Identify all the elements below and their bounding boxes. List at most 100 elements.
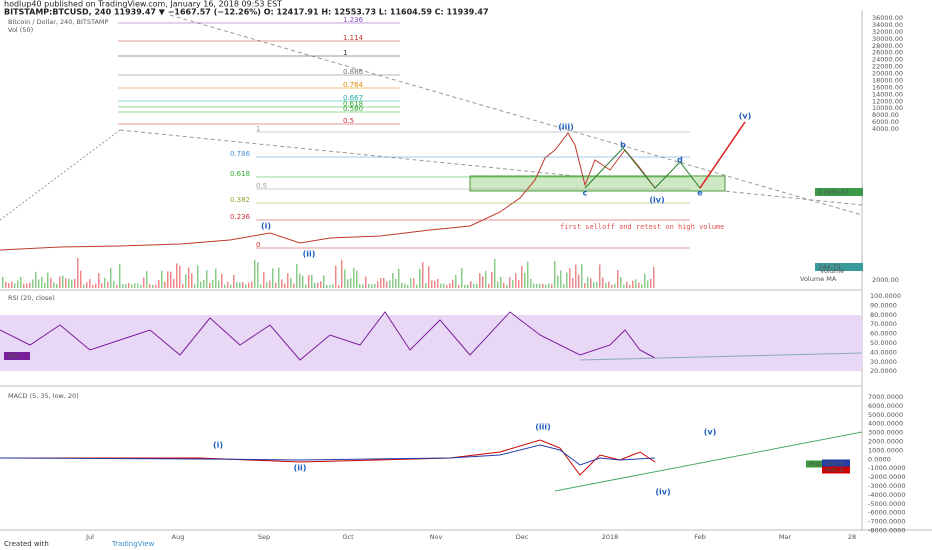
trend-line xyxy=(119,129,863,206)
rsi-tick-label: 30.0000 xyxy=(870,358,897,366)
volume-bar xyxy=(596,281,598,288)
macd-tick-label: 2000.0000 xyxy=(868,438,903,446)
wave-label: (v) xyxy=(739,112,752,121)
fib-label: 1 xyxy=(343,49,347,57)
wave-label: (i) xyxy=(213,441,223,450)
volume-bar xyxy=(416,284,418,288)
price-tick-label: 34000.00 xyxy=(872,21,903,29)
volume-bar xyxy=(149,284,151,288)
volume-bar xyxy=(368,284,370,288)
volume-bar xyxy=(23,283,25,288)
price-tick-label: 24000.00 xyxy=(872,56,903,64)
volume-bar xyxy=(581,264,583,288)
volume-bar xyxy=(617,270,619,288)
volume-bar xyxy=(62,275,64,288)
time-tick-label: Aug xyxy=(172,533,185,541)
price-tick-label: 2000.00 xyxy=(872,276,899,284)
volume-bar xyxy=(122,284,124,288)
wave-label: e xyxy=(697,189,703,198)
volume-bar xyxy=(356,270,358,288)
macd-tick-label: -5000.0000 xyxy=(868,500,906,508)
macd-line xyxy=(0,439,656,476)
volume-bar xyxy=(467,284,469,288)
volume-bar xyxy=(173,278,175,288)
macd-tick-label: 5000.0000 xyxy=(868,411,903,419)
price-tick-label: 18000.00 xyxy=(872,76,903,84)
macd-tick-label: -7000.0000 xyxy=(868,518,906,526)
volume-bar xyxy=(41,276,43,288)
volume-bar xyxy=(524,272,526,288)
price-tick-label: 16000.00 xyxy=(872,83,903,91)
volume-bar xyxy=(485,270,487,288)
macd-tag xyxy=(806,460,834,468)
volume-bar xyxy=(482,276,484,288)
price-tag-label: 11939.47 xyxy=(818,188,849,196)
volume-bar xyxy=(530,278,532,288)
rsi-tick-label: 80.0000 xyxy=(870,311,897,319)
price-tick-label: 8000.00 xyxy=(872,111,899,119)
volume-bar xyxy=(650,278,652,288)
volume-bar xyxy=(170,271,172,288)
volume-bar xyxy=(542,283,544,288)
volume-bar xyxy=(500,276,502,288)
volume-bar xyxy=(290,277,292,288)
volume-bar xyxy=(299,273,301,288)
volume-bar xyxy=(380,277,382,288)
volume-bar xyxy=(527,261,529,288)
volume-bar xyxy=(263,272,265,288)
volume-bar xyxy=(404,283,406,288)
volume-bar xyxy=(611,284,613,288)
volume-bar xyxy=(257,262,259,288)
volume-bar xyxy=(248,282,250,288)
volume-bar xyxy=(143,277,145,288)
volume-bar xyxy=(560,270,562,288)
volume-bar xyxy=(44,282,46,288)
macd-tick-label: 3000.0000 xyxy=(868,429,903,437)
macd-tick-label: 0.0000 xyxy=(868,455,891,463)
volume-bar xyxy=(29,282,31,288)
volume-bar xyxy=(281,279,283,288)
volume-title: Vol (50) xyxy=(8,26,33,34)
volume-bar xyxy=(182,284,184,288)
time-tick-label: Nov xyxy=(430,533,443,541)
volume-bar xyxy=(632,280,634,288)
volume-bar xyxy=(176,263,178,288)
fib-label: 0.667 xyxy=(343,94,363,102)
volume-bar xyxy=(47,272,49,288)
footer-created: Created with xyxy=(4,540,49,548)
volume-bar xyxy=(326,284,328,288)
fib-label: 0.886 xyxy=(343,68,364,76)
macd-tick-label: -3000.0000 xyxy=(868,482,906,490)
volume-bar xyxy=(128,282,130,288)
volume-bar xyxy=(203,280,205,288)
volume-bar xyxy=(578,274,580,288)
fib-label: 0 xyxy=(256,241,260,249)
volume-bar xyxy=(134,283,136,288)
volume-bar xyxy=(473,284,475,288)
macd-tick-label: 1000.0000 xyxy=(868,446,903,454)
macd-tick-label: 6000.0000 xyxy=(868,402,903,410)
volume-bar xyxy=(71,279,73,288)
macd-tag-label: Signal xyxy=(825,459,845,467)
projection-arrow xyxy=(699,121,746,189)
volume-bar xyxy=(323,275,325,288)
volume-bar xyxy=(458,284,460,288)
trend-line xyxy=(169,14,863,216)
volume-bar xyxy=(38,279,40,288)
volume-bar xyxy=(317,282,319,288)
macd-tag-label: Hist xyxy=(809,460,822,468)
volume-bar xyxy=(92,284,94,288)
volume-bar xyxy=(545,284,547,288)
volume-bar xyxy=(629,284,631,288)
volume-bar xyxy=(470,281,472,288)
volume-bar xyxy=(68,279,70,288)
volume-bar xyxy=(455,274,457,288)
volume-bar xyxy=(164,281,166,288)
wave-label: (ii) xyxy=(303,250,316,259)
volume-bar xyxy=(98,273,100,288)
time-tick-label: Dec xyxy=(516,533,529,541)
volume-bar xyxy=(239,282,241,288)
volume-bar xyxy=(131,284,133,288)
volume-bar xyxy=(554,260,556,288)
